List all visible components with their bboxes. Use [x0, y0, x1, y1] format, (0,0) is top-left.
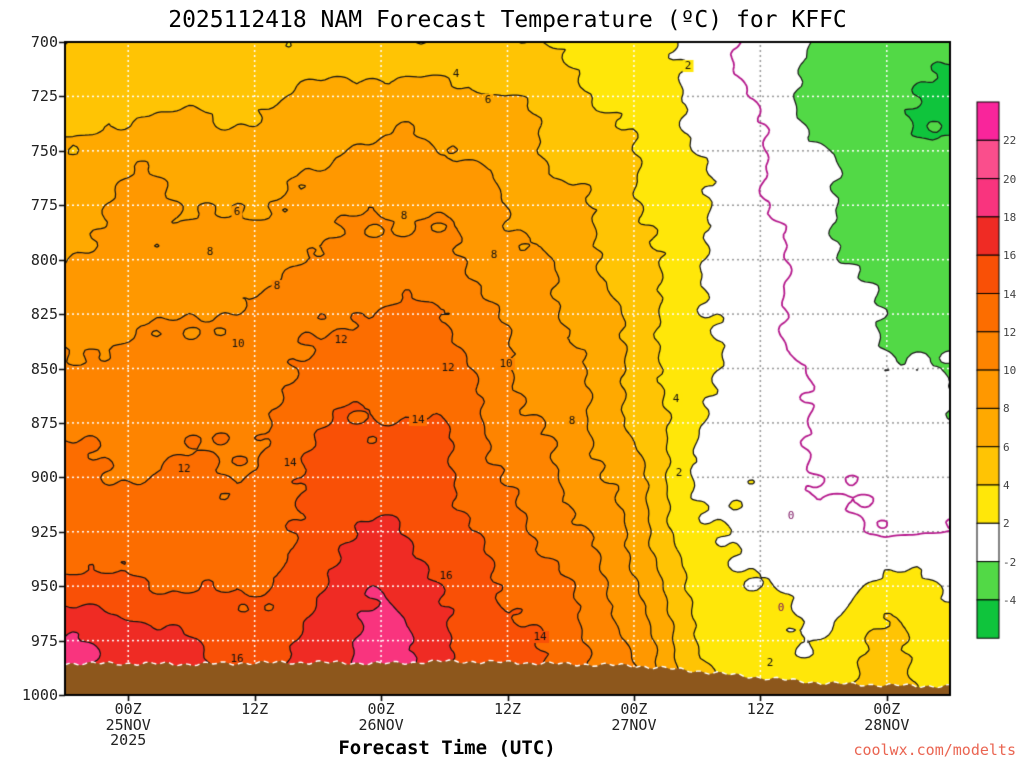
time-tick-label: 00Z 27NOV: [611, 700, 657, 734]
pressure-tick-label: 775: [30, 196, 58, 215]
time-tick-label: 12Z: [746, 700, 774, 718]
colorbar-tick-label: 12: [1003, 325, 1017, 339]
pressure-tick-label: 925: [30, 522, 58, 541]
colorbar-tick-label: 18: [1003, 210, 1017, 224]
pressure-tick-label: 725: [30, 87, 58, 106]
time-tick-label: 12Z: [241, 700, 269, 718]
colorbar-tick-label: 14: [1003, 287, 1017, 301]
colorbar-tick-label: 2: [1003, 517, 1010, 531]
colorbar-tick-label: 16: [1003, 249, 1017, 263]
pressure-tick-label: 975: [30, 631, 58, 650]
pressure-tick-label: 825: [30, 305, 58, 324]
colorbar-tick-label: 8: [1003, 402, 1010, 416]
colorbar-tick-label: 4: [1003, 479, 1010, 492]
x-axis-title: Forecast Time (UTC): [338, 737, 556, 759]
pressure-tick-label: 1000: [21, 686, 58, 704]
pressure-tick-label: 800: [30, 250, 58, 269]
chart-title: 2025112418 NAM Forecast Temperature (ºC)…: [168, 7, 847, 33]
pressure-tick-label: 850: [30, 359, 58, 378]
time-tick-label: 12Z: [493, 700, 522, 718]
pressure-tick-label: 900: [30, 468, 58, 487]
pressure-tick-label: 950: [30, 577, 58, 596]
pressure-tick-label: 875: [30, 413, 58, 432]
watermark: coolwx.com/modelts: [853, 741, 1016, 759]
time-tick-label: 00Z 25NOV 2025: [105, 700, 151, 749]
colorbar-tick-label: -4: [1003, 593, 1017, 607]
time-tick-label: 00Z 28NOV: [864, 700, 910, 734]
pressure-tick-label: 750: [30, 141, 58, 160]
colorbar-tick-label: 20: [1003, 172, 1017, 186]
colorbar-tick-label: 6: [1003, 440, 1010, 454]
colorbar-tick-label: -2: [1003, 555, 1017, 569]
colorbar-tick-label: 22: [1003, 134, 1017, 148]
time-tick-label: 00Z 26NOV: [358, 700, 404, 734]
pressure-tick-label: 700: [30, 33, 58, 51]
colorbar-tick-label: 10: [1003, 364, 1017, 378]
